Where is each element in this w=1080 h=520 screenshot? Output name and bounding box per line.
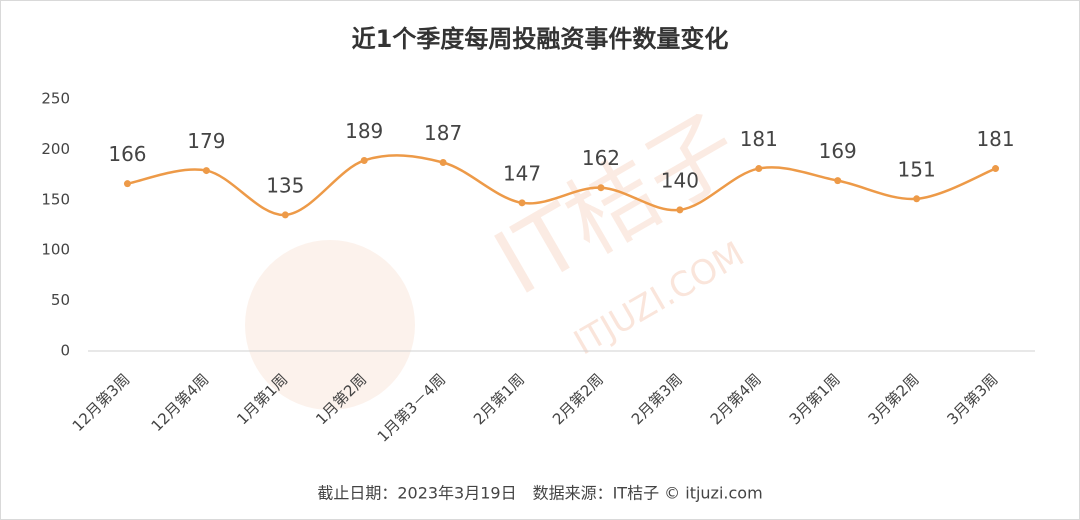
point bbox=[281, 211, 289, 219]
point bbox=[992, 165, 1000, 173]
y-tick-label: 0 bbox=[60, 342, 70, 360]
point bbox=[834, 177, 842, 185]
point bbox=[202, 167, 210, 175]
y-tick-label: 150 bbox=[41, 190, 70, 208]
data-label: 162 bbox=[582, 146, 620, 170]
data-label: 166 bbox=[108, 142, 146, 166]
y-tick-label: 50 bbox=[51, 291, 70, 309]
point bbox=[913, 195, 921, 203]
point bbox=[755, 165, 763, 173]
data-label: 181 bbox=[976, 127, 1014, 151]
data-label: 179 bbox=[187, 129, 225, 153]
footer: 截止日期：2023年3月19日 数据来源：IT桔子 © itjuzi.com bbox=[317, 484, 762, 503]
data-label: 181 bbox=[740, 127, 778, 151]
point bbox=[123, 180, 131, 188]
point bbox=[518, 199, 526, 207]
data-label: 147 bbox=[503, 161, 541, 185]
y-tick-label: 250 bbox=[41, 90, 70, 108]
chart-title: 近1个季度每周投融资事件数量变化 bbox=[352, 25, 729, 53]
point bbox=[676, 206, 684, 214]
data-label: 151 bbox=[898, 157, 936, 181]
data-label: 189 bbox=[345, 119, 383, 143]
data-label: 135 bbox=[266, 173, 304, 197]
watermark-logo bbox=[245, 240, 415, 410]
point bbox=[439, 159, 447, 167]
y-tick-label: 100 bbox=[41, 241, 70, 259]
data-label: 169 bbox=[819, 139, 857, 163]
data-label: 187 bbox=[424, 121, 462, 145]
line bbox=[127, 154, 996, 217]
y-tick-label: 200 bbox=[41, 140, 70, 158]
point bbox=[360, 156, 368, 164]
data-label: 140 bbox=[661, 168, 699, 192]
point bbox=[597, 184, 605, 192]
